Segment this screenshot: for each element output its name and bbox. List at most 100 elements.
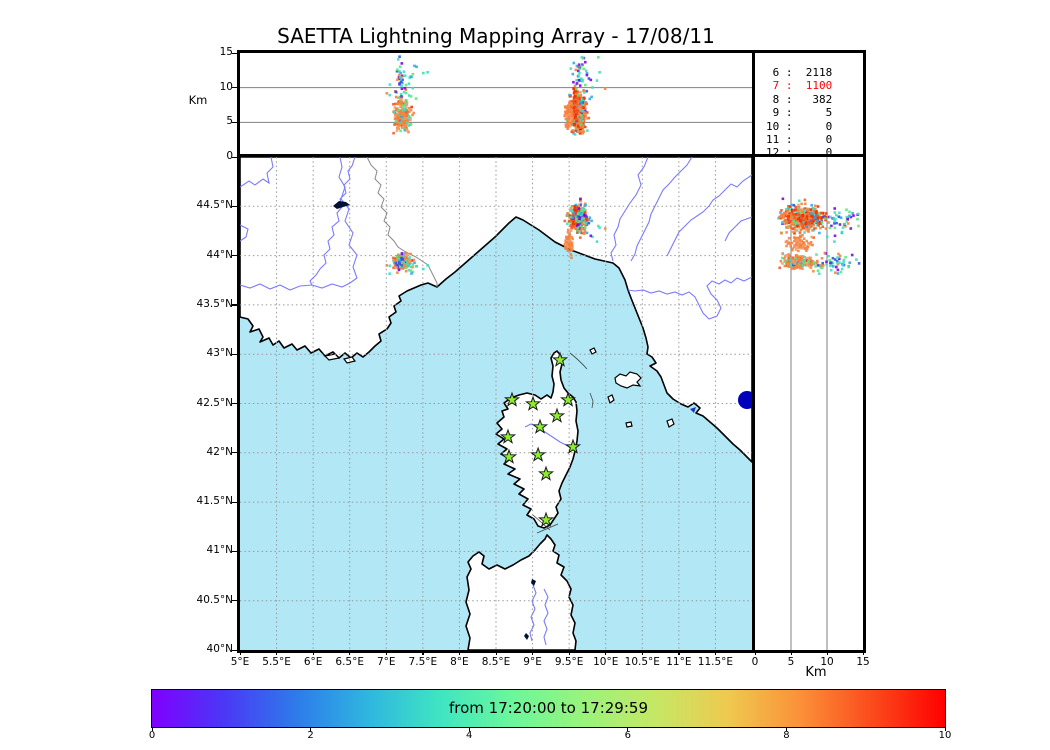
altitude-axis-label-top: Km xyxy=(188,93,208,107)
lat-tick-mark xyxy=(232,452,237,454)
altitude-xtick-label: 5 xyxy=(787,656,795,668)
lat-tick-mark xyxy=(232,205,237,207)
lon-tick-label: 7.5°E xyxy=(408,656,438,668)
mainland-coast xyxy=(240,157,752,463)
station-star-icon xyxy=(500,448,518,464)
altitude-xtick-label: 10 xyxy=(820,656,834,668)
station-star-icon xyxy=(564,438,582,454)
lat-tick-mark xyxy=(232,353,237,355)
station-count-row: 10 : 0 xyxy=(766,119,833,133)
station-star-icon xyxy=(537,511,555,527)
station-count-row: 11 : 0 xyxy=(766,133,833,147)
altitude-ytick-label: 5 xyxy=(226,115,233,128)
small-island xyxy=(607,394,615,404)
colorbar-tick-mark xyxy=(310,727,312,731)
lat-tick-label: 41.5°N xyxy=(196,495,233,508)
altitude-ytick-label: 0 xyxy=(226,150,233,162)
lon-tick-label: 10°E xyxy=(593,656,619,668)
lon-tick-mark xyxy=(532,650,534,655)
lon-tick-label: 7°E xyxy=(376,656,396,668)
lat-tick-mark xyxy=(232,304,237,306)
map-panel xyxy=(237,154,755,653)
altitude-ytick-mark xyxy=(232,87,237,89)
station-star-icon xyxy=(499,428,517,444)
altitude-vs-latitude-panel xyxy=(752,154,866,653)
lma-stations xyxy=(499,351,582,527)
thin-line xyxy=(569,352,588,370)
station-star-icon xyxy=(548,407,566,423)
altitude-ytick-label: 15 xyxy=(219,46,233,58)
altitude-ytick-mark xyxy=(232,121,237,124)
thin-line xyxy=(536,523,559,534)
colorbar-tick-mark xyxy=(627,727,629,731)
thin-line xyxy=(589,392,594,409)
station-count-row: 8 : 382 xyxy=(766,92,833,106)
lon-tick-mark xyxy=(276,650,278,655)
lon-tick-label: 9.5°E xyxy=(554,656,584,668)
altitude-xtick-mark xyxy=(754,650,756,655)
altitude-vs-longitude-panel xyxy=(237,50,755,160)
altitude-xtick-mark xyxy=(790,650,792,655)
lon-tick-mark xyxy=(568,650,570,655)
lat-tick-label: 40.5°N xyxy=(196,593,233,606)
altitude-ytick-mark xyxy=(232,52,237,54)
lightning-scatter xyxy=(385,55,607,136)
station-star-icon xyxy=(531,418,549,434)
colorbar-tick-label: 10 xyxy=(938,730,952,741)
station-count-box: 6 : 2118 7 : 1100 8 : 382 9 : 5 10 : 0 11 … xyxy=(752,50,866,160)
lon-tick-mark xyxy=(678,650,680,655)
lat-tick-label: 42.5°N xyxy=(196,396,233,409)
colorbar-tick-mark xyxy=(151,727,153,731)
colorbar-tick-label: 2 xyxy=(307,730,314,741)
altitude-xtick-mark xyxy=(862,650,864,655)
lon-tick-label: 10.5°E xyxy=(624,656,660,668)
lon-tick-mark xyxy=(385,650,387,655)
small-island xyxy=(614,371,642,389)
lat-tick-label: 40°N xyxy=(206,643,233,655)
station-count-row: 6 : 2118 xyxy=(766,66,833,79)
lat-tick-label: 43°N xyxy=(206,347,233,360)
colorbar-tick-mark xyxy=(785,727,787,731)
lightning-scatter xyxy=(777,197,861,275)
lon-tick-label: 5.5°E xyxy=(262,656,291,668)
lon-tick-mark xyxy=(239,650,241,655)
station-count-rows: 6 : 2118 7 : 1100 8 : 382 9 : 5 10 : 0 11 … xyxy=(755,53,863,160)
lat-tick-mark xyxy=(232,403,237,405)
lon-tick-mark xyxy=(458,650,461,655)
lon-tick-mark xyxy=(312,650,314,655)
lat-tick-mark xyxy=(232,501,237,503)
altitude-vs-latitude-plot xyxy=(755,157,863,650)
lon-tick-label: 6°E xyxy=(303,656,323,668)
station-star-icon xyxy=(503,391,521,407)
colorbar-tick-label: 0 xyxy=(148,730,156,741)
altitude-xtick-label: 15 xyxy=(856,656,870,668)
station-star-icon xyxy=(551,351,569,367)
station-star-icon xyxy=(529,446,547,462)
station-star-icon xyxy=(559,391,577,407)
geographic-map xyxy=(240,157,752,650)
small-island xyxy=(625,421,633,428)
sardinia-island xyxy=(465,534,577,650)
small-island xyxy=(666,418,675,428)
lat-tick-label: 41°N xyxy=(206,544,233,557)
lon-tick-mark xyxy=(349,650,351,655)
lake-bolsena xyxy=(738,391,752,409)
station-star-icon xyxy=(525,395,542,411)
rivers xyxy=(240,157,752,646)
lat-tick-label: 42°N xyxy=(206,445,233,458)
altitude-vs-longitude-plot xyxy=(240,53,752,157)
lon-tick-label: 6.5°E xyxy=(335,656,364,668)
lon-tick-label: 8°E xyxy=(450,656,469,668)
altitude-ytick-label: 10 xyxy=(219,80,233,93)
lakes xyxy=(333,201,752,640)
lat-tick-mark xyxy=(232,649,237,651)
landmasses xyxy=(240,157,752,650)
station-count-row: 9 : 5 xyxy=(766,106,833,120)
colorbar-tick-label: 6 xyxy=(624,730,631,741)
lon-tick-label: 11°E xyxy=(666,656,692,668)
lon-tick-label: 5°E xyxy=(230,656,250,668)
country-border xyxy=(366,157,438,287)
station-star-icon xyxy=(537,465,555,481)
colorbar-tick-mark xyxy=(468,727,470,731)
